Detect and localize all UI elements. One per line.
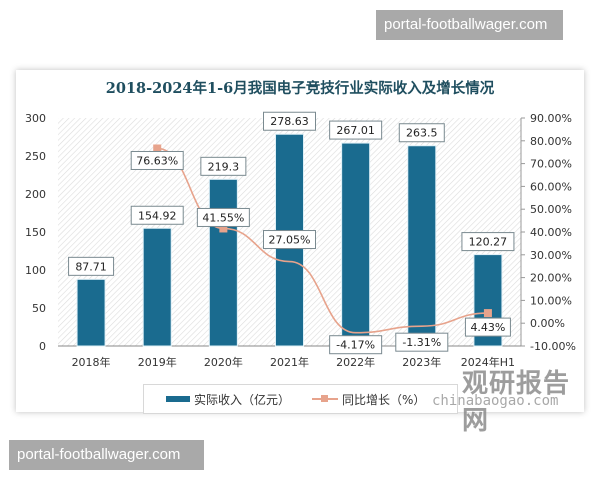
x-axis-label: 2023年 bbox=[402, 355, 441, 369]
x-axis-label: 2022年 bbox=[336, 355, 375, 369]
line-marker bbox=[483, 309, 492, 318]
right-axis-tick: 30.00% bbox=[530, 249, 572, 262]
bar bbox=[76, 278, 106, 347]
growth-value-label: -1.31% bbox=[402, 336, 441, 349]
right-axis-tick: 70.00% bbox=[530, 158, 572, 171]
x-axis-label: 2018年 bbox=[72, 355, 111, 369]
bar bbox=[341, 142, 371, 347]
right-axis-tick: 80.00% bbox=[530, 135, 572, 148]
bar-value-label: 120.27 bbox=[469, 236, 508, 249]
bar-swatch-icon bbox=[166, 396, 190, 402]
legend-item-revenue: 实际收入（亿元） bbox=[166, 391, 290, 408]
right-axis-tick: 0.00% bbox=[530, 317, 565, 330]
x-axis-label: 2021年 bbox=[270, 355, 309, 369]
left-axis-tick: 200 bbox=[25, 188, 46, 201]
brand-name-en: chinabaogao.com bbox=[432, 393, 559, 409]
legend-label-growth: 同比增长（%） bbox=[342, 392, 426, 407]
legend-label-revenue: 实际收入（亿元） bbox=[194, 392, 291, 407]
growth-value-label: 41.55% bbox=[202, 211, 244, 224]
watermark-top: portal-footballwager.com bbox=[376, 10, 563, 40]
growth-value-label: -4.17% bbox=[336, 339, 375, 352]
bar-value-label: 154.92 bbox=[138, 209, 177, 222]
growth-value-label: 27.05% bbox=[269, 234, 311, 247]
bar bbox=[407, 145, 437, 347]
chart-title: 2018-2024年1-6月我国电子竞技行业实际收入及增长情况 bbox=[105, 80, 495, 97]
left-axis-tick: 100 bbox=[25, 264, 46, 277]
growth-value-label: 4.43% bbox=[470, 321, 505, 334]
left-axis-tick: 300 bbox=[25, 112, 46, 125]
left-axis-tick: 0 bbox=[39, 340, 46, 353]
bar-value-label: 278.63 bbox=[270, 115, 309, 128]
left-axis-tick: 50 bbox=[32, 302, 46, 315]
legend-item-growth: 同比增长（%） bbox=[312, 391, 425, 408]
right-axis-tick: 40.00% bbox=[530, 226, 572, 239]
right-axis-tick: 50.00% bbox=[530, 203, 572, 216]
bar bbox=[208, 178, 238, 347]
right-axis-tick: 60.00% bbox=[530, 180, 572, 193]
left-axis-tick: 250 bbox=[25, 150, 46, 163]
right-axis-tick: 20.00% bbox=[530, 272, 572, 285]
right-axis-tick: 90.00% bbox=[530, 112, 572, 125]
right-axis-tick: -10.00% bbox=[530, 340, 576, 353]
line-marker bbox=[219, 224, 228, 233]
growth-value-label: 76.63% bbox=[136, 154, 178, 167]
line-marker-swatch-icon bbox=[312, 395, 339, 402]
bar-value-label: 87.71 bbox=[75, 260, 107, 273]
left-axis-tick: 150 bbox=[25, 226, 46, 239]
x-axis-label: 2020年 bbox=[204, 355, 243, 369]
line-marker bbox=[153, 144, 162, 153]
brand-name-cn: 观研报告网 bbox=[462, 369, 571, 436]
bar-value-label: 267.01 bbox=[336, 124, 375, 137]
x-axis-label: 2024年H1 bbox=[461, 355, 515, 369]
watermark-bottom: portal-footballwager.com bbox=[9, 440, 204, 470]
legend: 实际收入（亿元） 同比增长（%） bbox=[143, 384, 458, 414]
bar-value-label: 219.3 bbox=[208, 160, 240, 173]
right-axis-tick: 10.00% bbox=[530, 294, 572, 307]
bar-value-label: 263.5 bbox=[406, 127, 438, 140]
x-axis-label: 2019年 bbox=[138, 355, 177, 369]
bar bbox=[142, 227, 172, 347]
